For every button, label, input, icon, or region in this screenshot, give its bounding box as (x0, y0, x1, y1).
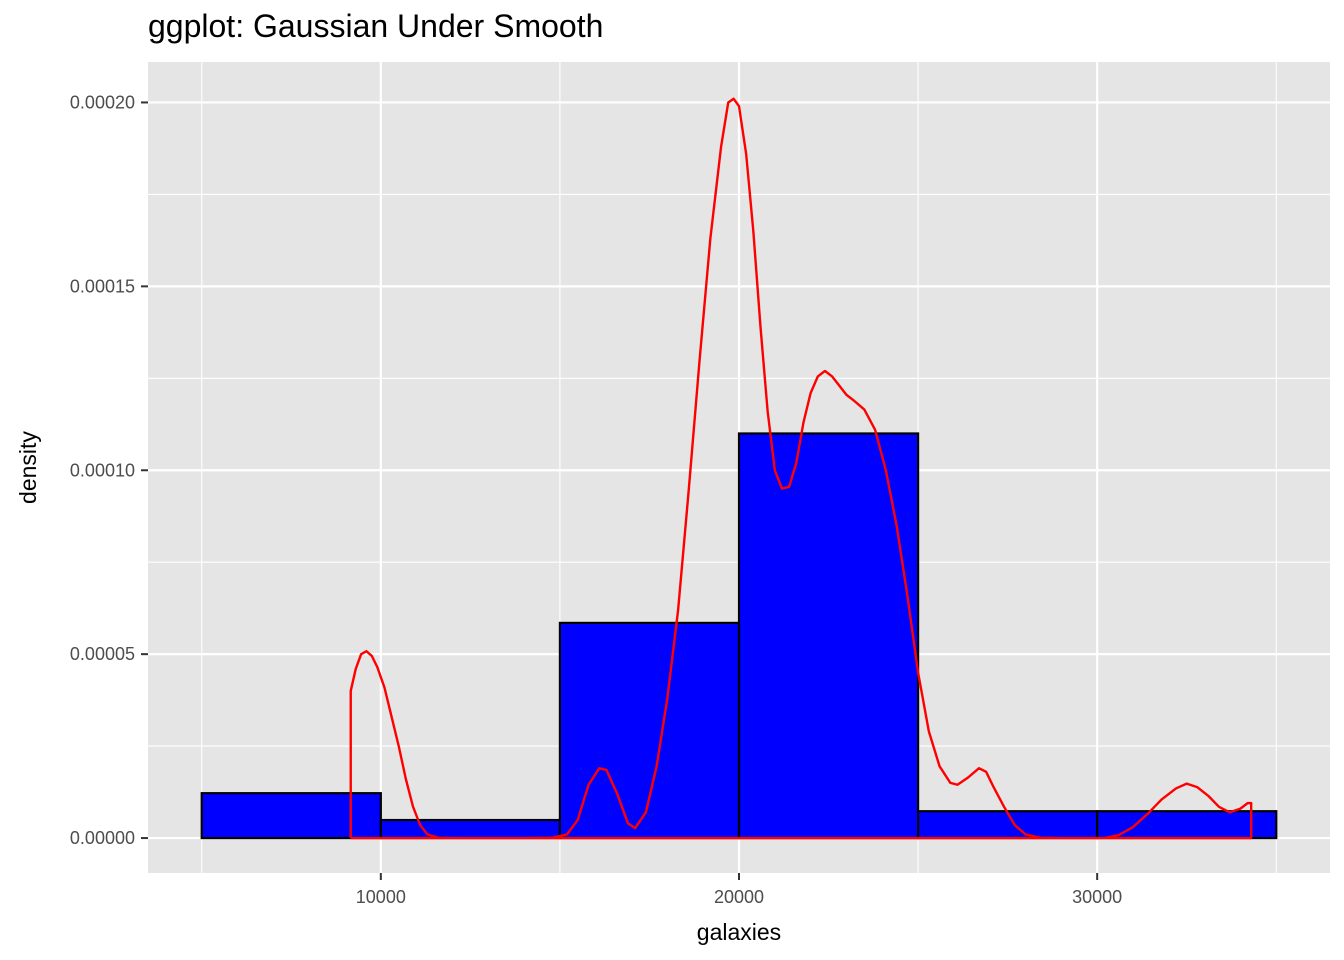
y-tick-label: 0.00010 (70, 460, 135, 480)
y-tick-label: 0.00020 (70, 92, 135, 112)
histogram-bar (379, 818, 562, 840)
x-tick-label: 20000 (714, 887, 764, 907)
x-tick-label: 10000 (356, 887, 406, 907)
x-tick-label: 30000 (1072, 887, 1122, 907)
density-curve (349, 97, 1253, 840)
histogram-bar (558, 621, 741, 840)
y-tick-label: 0.00005 (70, 644, 135, 664)
y-tick-label: 0.00015 (70, 276, 135, 296)
histogram-bar (916, 810, 1099, 840)
y-axis-title: density (15, 431, 41, 504)
y-tick-label: 0.00000 (70, 828, 135, 848)
histogram-bar (200, 792, 382, 840)
y-axis: 0.00000 0.00005 0.00010 0.00015 0.00020 (70, 92, 148, 848)
x-axis: 10000 20000 30000 (356, 873, 1122, 907)
chart-title: ggplot: Gaussian Under Smooth (148, 8, 604, 44)
x-axis-title: galaxies (697, 919, 781, 945)
histogram-bar (1096, 810, 1278, 840)
